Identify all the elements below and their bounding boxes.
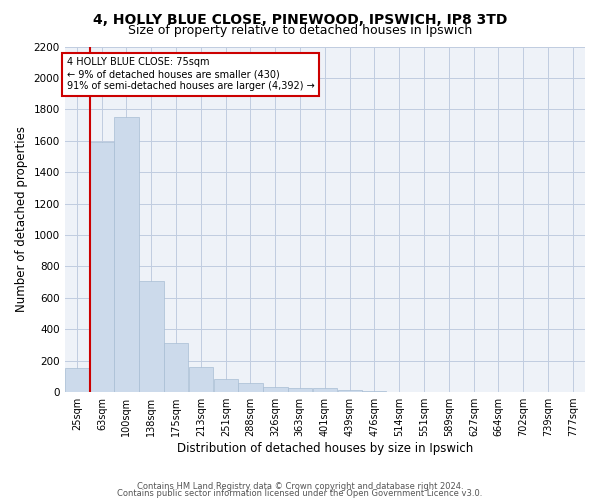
Bar — [188, 367, 213, 392]
Bar — [114, 117, 139, 392]
Text: Contains public sector information licensed under the Open Government Licence v3: Contains public sector information licen… — [118, 488, 482, 498]
Bar — [164, 342, 188, 392]
Bar — [65, 368, 89, 392]
Text: 4 HOLLY BLUE CLOSE: 75sqm
← 9% of detached houses are smaller (430)
91% of semi-: 4 HOLLY BLUE CLOSE: 75sqm ← 9% of detach… — [67, 58, 314, 90]
Text: 4, HOLLY BLUE CLOSE, PINEWOOD, IPSWICH, IP8 3TD: 4, HOLLY BLUE CLOSE, PINEWOOD, IPSWICH, … — [93, 12, 507, 26]
X-axis label: Distribution of detached houses by size in Ipswich: Distribution of detached houses by size … — [177, 442, 473, 455]
Bar — [214, 378, 238, 392]
Bar — [263, 386, 287, 392]
Bar — [313, 388, 337, 392]
Bar — [338, 390, 362, 392]
Bar — [238, 384, 263, 392]
Y-axis label: Number of detached properties: Number of detached properties — [15, 126, 28, 312]
Bar — [90, 142, 114, 392]
Bar — [287, 388, 312, 392]
Text: Size of property relative to detached houses in Ipswich: Size of property relative to detached ho… — [128, 24, 472, 37]
Bar — [139, 280, 164, 392]
Text: Contains HM Land Registry data © Crown copyright and database right 2024.: Contains HM Land Registry data © Crown c… — [137, 482, 463, 491]
Bar — [362, 390, 386, 392]
